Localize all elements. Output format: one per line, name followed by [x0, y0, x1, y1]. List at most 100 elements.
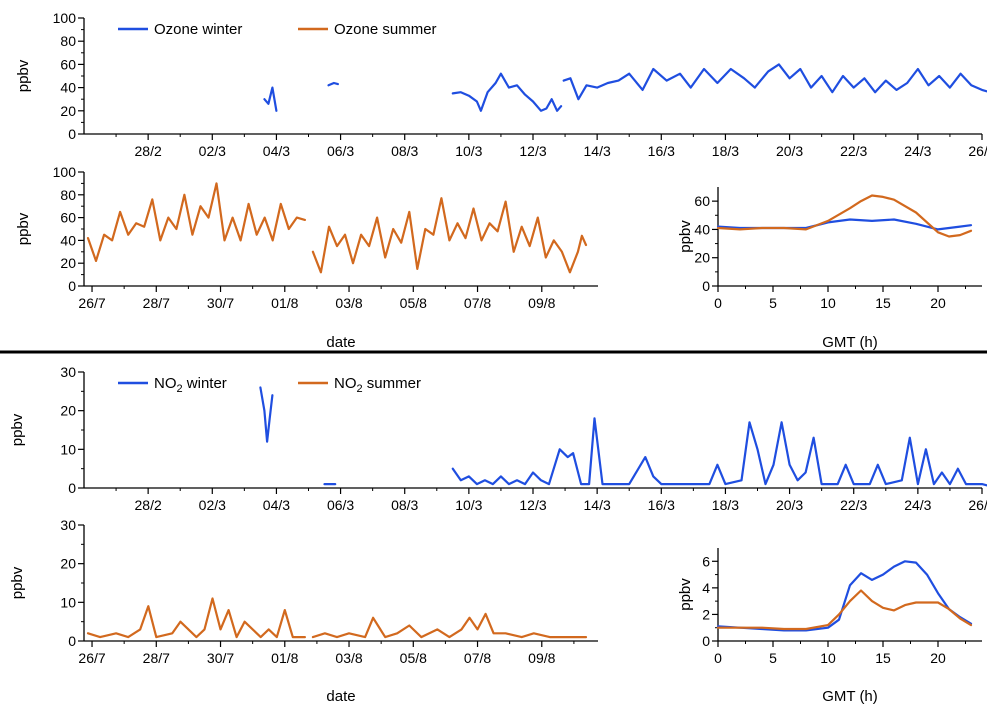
series-line-winter [451, 417, 987, 487]
x-tick-label: 06/3 [327, 497, 354, 513]
x-tick-label: 10/3 [455, 497, 482, 513]
x-tick-label: 26/7 [78, 650, 105, 666]
series-line-winter [716, 560, 973, 632]
y-tick-label: 40 [60, 80, 76, 96]
y-axis-label: ppbv [9, 566, 26, 599]
x-tick-label: 10 [820, 295, 836, 311]
series-line-winter [259, 386, 274, 443]
x-tick-label: 28/2 [135, 497, 162, 513]
y-tick-label: 0 [68, 126, 76, 142]
y-tick-label: 0 [702, 633, 710, 649]
legend-item-winter: NO2 winter [118, 375, 227, 395]
y-axis-label: ppbv [15, 59, 32, 92]
y-tick-label: 100 [53, 10, 77, 26]
y-tick-label: 40 [60, 232, 76, 248]
y-tick-label: 6 [702, 553, 710, 569]
y-tick-label: 100 [53, 164, 77, 180]
series-line-winter [451, 72, 563, 112]
x-axis-label: GMT (h) [822, 688, 878, 705]
y-tick-label: 2 [702, 606, 710, 622]
x-axis-label: date [326, 334, 355, 351]
chart-ozone-summer: 0 20 40 60 80 100 26/7 28/7 30/7 01/8 03/8 05/8 07/8… [15, 164, 598, 351]
x-tick-label: 24/3 [904, 143, 931, 159]
legend-label: Ozone winter [154, 21, 242, 38]
chart-no2-winter: 0 10 20 30 28/2 02/3 04/3 06/3 08/3 10/3 12/3 14/3 1… [9, 364, 987, 513]
legend-label: NO2 winter [154, 375, 227, 395]
y-tick-label: 30 [60, 364, 76, 380]
x-tick-label: 14/3 [584, 497, 611, 513]
x-tick-label: 18/3 [712, 497, 739, 513]
series-line-summer [86, 182, 306, 262]
y-tick-label: 0 [68, 278, 76, 294]
x-tick-label: 01/8 [271, 650, 298, 666]
y-tick-label: 4 [702, 580, 710, 596]
x-tick-label: 04/3 [263, 497, 290, 513]
x-tick-label: 05/8 [400, 295, 427, 311]
y-tick-label: 0 [68, 633, 76, 649]
x-tick-label: 10 [820, 650, 836, 666]
x-tick-label: 5 [769, 295, 777, 311]
y-tick-label: 20 [60, 556, 76, 572]
x-tick-label: 12/3 [519, 497, 546, 513]
x-tick-label: 06/3 [327, 143, 354, 159]
x-tick-label: 24/3 [904, 497, 931, 513]
y-axis-label: ppbv [9, 413, 26, 446]
x-tick-label: 0 [714, 295, 722, 311]
series-line-summer [311, 197, 588, 274]
x-tick-label: 30/7 [207, 295, 234, 311]
legend-item-summer: Ozone summer [298, 21, 437, 38]
x-tick-label: 26/7 [78, 295, 105, 311]
x-tick-label: 02/3 [199, 143, 226, 159]
legend-item-summer: NO2 summer [298, 375, 421, 395]
series-line-winter [562, 63, 987, 101]
x-tick-label: 20/3 [776, 497, 803, 513]
y-tick-label: 20 [60, 255, 76, 271]
x-tick-label: 5 [769, 650, 777, 666]
y-tick-label: 10 [60, 594, 76, 610]
legend-label: Ozone summer [334, 21, 437, 38]
x-tick-label: 15 [875, 650, 891, 666]
y-tick-label: 60 [60, 210, 76, 226]
x-axis-label: date [326, 688, 355, 705]
x-tick-label: 18/3 [712, 143, 739, 159]
y-tick-label: 30 [60, 517, 76, 533]
x-tick-label: 28/7 [143, 650, 170, 666]
x-tick-label: 08/3 [391, 143, 418, 159]
x-tick-label: 15 [875, 295, 891, 311]
x-axis-label: GMT (h) [822, 334, 878, 351]
series-line-winter [263, 86, 278, 112]
x-tick-label: 01/8 [271, 295, 298, 311]
y-tick-label: 20 [694, 250, 710, 266]
x-tick-label: 16/3 [648, 143, 675, 159]
x-tick-label: 10/3 [455, 143, 482, 159]
chart-no2-diurnal: 0 2 4 6 0 5 10 15 20 ppbv GMT (h) [677, 548, 982, 705]
x-tick-label: 26/3 [968, 497, 987, 513]
x-tick-label: 22/3 [840, 497, 867, 513]
x-tick-label: 20 [930, 650, 946, 666]
x-tick-label: 20 [930, 295, 946, 311]
x-tick-label: 09/8 [528, 295, 555, 311]
x-tick-label: 02/3 [199, 497, 226, 513]
y-tick-label: 80 [60, 33, 76, 49]
y-tick-label: 20 [60, 403, 76, 419]
y-tick-label: 80 [60, 187, 76, 203]
x-tick-label: 26/3 [968, 143, 987, 159]
x-tick-label: 09/8 [528, 650, 555, 666]
series-line-winter [327, 81, 339, 87]
x-tick-label: 22/3 [840, 143, 867, 159]
x-tick-label: 03/8 [335, 650, 362, 666]
chart-ozone-winter: 0 20 40 60 80 100 28/2 02/3 04/3 06/3 08/3 10/3 12/3… [15, 10, 987, 159]
y-axis-label: ppbv [15, 212, 32, 245]
x-tick-label: 07/8 [464, 650, 491, 666]
series-line-summer [716, 589, 973, 631]
x-tick-label: 20/3 [776, 143, 803, 159]
y-tick-label: 10 [60, 441, 76, 457]
x-tick-label: 0 [714, 650, 722, 666]
x-tick-label: 14/3 [584, 143, 611, 159]
x-tick-label: 30/7 [207, 650, 234, 666]
y-axis-label: ppbv [677, 220, 694, 253]
series-line-summer [716, 194, 973, 238]
legend-item-winter: Ozone winter [118, 21, 242, 38]
series-line-summer [86, 597, 306, 639]
